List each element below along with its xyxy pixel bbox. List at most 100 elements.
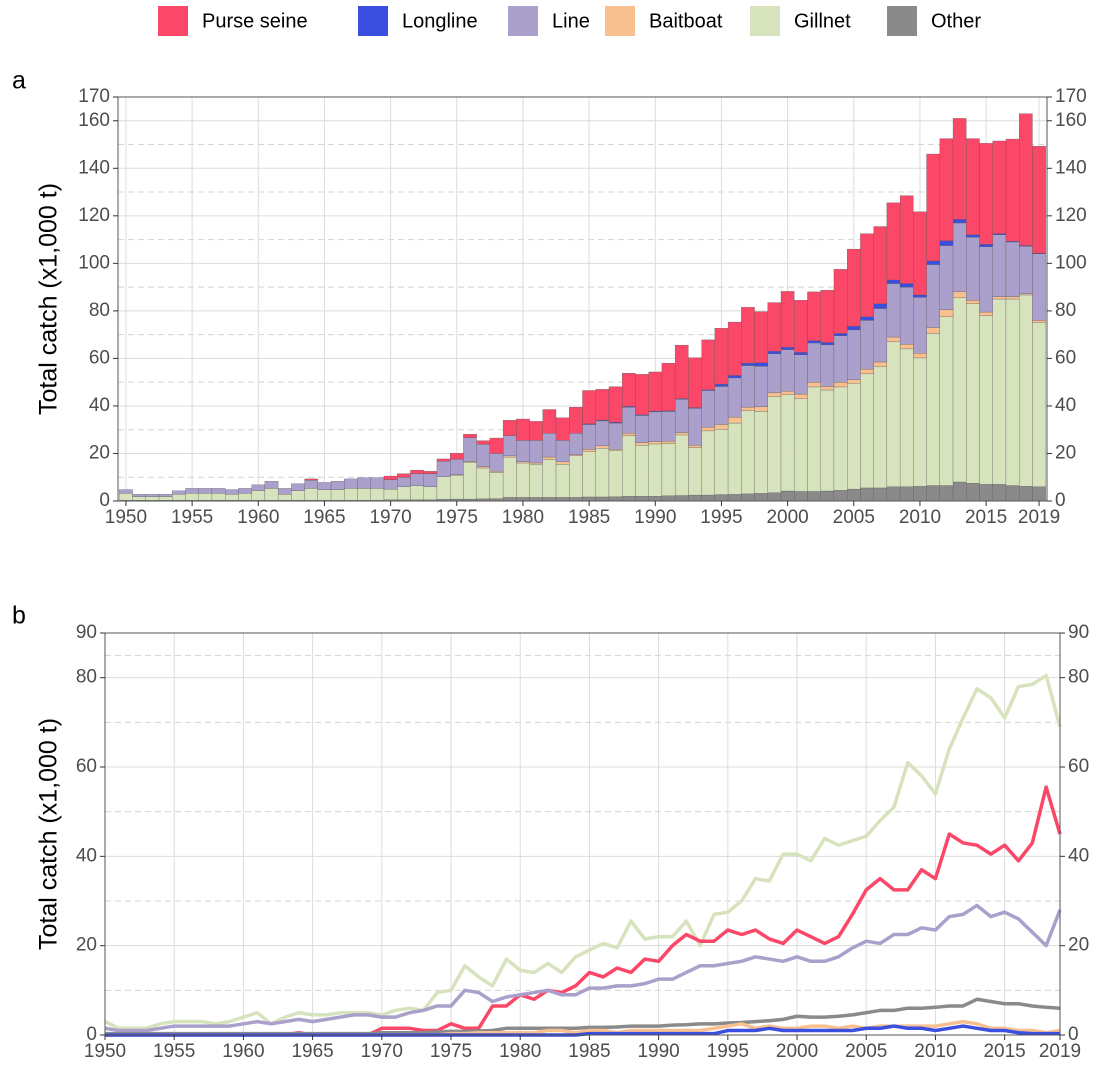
bar-segment — [529, 462, 543, 465]
bar-segment — [767, 353, 782, 394]
bar-segment — [926, 260, 940, 265]
bar-segment — [926, 333, 940, 486]
bar-segment — [820, 389, 835, 492]
bar-segment — [741, 307, 755, 364]
x-tick-label: 1985 — [568, 507, 610, 528]
bar-segment — [582, 496, 596, 502]
bar-segment — [635, 496, 649, 502]
bar-segment — [344, 488, 358, 501]
bar-segment — [780, 349, 795, 392]
bar-segment — [727, 416, 742, 424]
y-tick-label: 90 — [76, 622, 97, 643]
bar-segment — [992, 298, 1007, 485]
bar-segment — [899, 486, 914, 502]
bar-segment — [780, 347, 795, 350]
bar-segment — [608, 496, 623, 502]
y2-tick-label: 0 — [1055, 490, 1066, 511]
bar-segment — [542, 459, 557, 498]
bar-segment — [992, 296, 1007, 300]
bar-segment — [529, 421, 543, 441]
bar-segment — [489, 472, 504, 499]
bar-segment — [873, 361, 888, 367]
bar-segment — [952, 219, 967, 224]
bar-segment — [1019, 293, 1033, 296]
bar-segment — [582, 424, 596, 450]
bar-segment — [158, 494, 173, 497]
bar-segment — [582, 451, 596, 498]
bar-segment — [820, 342, 835, 346]
bar-segment — [1005, 138, 1020, 242]
bar-segment — [648, 371, 663, 412]
bar-segment — [661, 495, 676, 502]
bar-segment — [344, 478, 358, 489]
bar-segment — [873, 303, 888, 309]
bar-segment — [264, 481, 279, 489]
bar-segment — [595, 389, 610, 421]
x-tick-label: 1960 — [237, 507, 279, 528]
bar-segment — [820, 290, 835, 343]
bar-segment — [158, 496, 173, 501]
bar-segment — [820, 386, 835, 391]
panel-label: a — [12, 67, 26, 95]
bar-segment — [727, 377, 742, 418]
bar-segment — [542, 409, 557, 434]
y-tick-label: 80 — [89, 300, 110, 321]
bar-segment — [807, 340, 821, 344]
bar-segment — [225, 489, 239, 495]
bar-segment — [899, 344, 914, 350]
bar-segment — [648, 443, 663, 497]
bar-segment — [913, 211, 927, 296]
bar-segment — [211, 488, 226, 494]
bar-segment — [595, 496, 610, 502]
bar-segment — [966, 483, 980, 502]
bar-segment — [820, 490, 835, 502]
plot-frame — [117, 96, 1048, 502]
y2-tick-label: 20 — [1055, 442, 1076, 463]
bar-segment — [476, 440, 491, 445]
x-tick-label: 1970 — [369, 507, 411, 528]
bar-segment — [833, 490, 848, 502]
bar-segment — [317, 482, 332, 490]
bar-segment — [608, 422, 623, 450]
y2-tick-label: 0 — [1068, 1024, 1079, 1045]
bar-segment — [555, 497, 570, 502]
bar-segment — [595, 420, 610, 447]
x-tick-label: 1990 — [634, 507, 676, 528]
y2-tick-label: 80 — [1068, 667, 1089, 688]
bar-segment — [304, 478, 318, 481]
bar-segment — [661, 363, 676, 411]
bar-segment — [992, 233, 1007, 235]
bar-segment — [952, 222, 967, 293]
bar-segment — [1005, 485, 1020, 502]
bar-segment — [701, 339, 715, 390]
bar-segment — [251, 490, 266, 501]
x-tick-label: 1980 — [499, 1041, 541, 1062]
bar-segment — [926, 264, 940, 328]
legend-label: Line — [552, 10, 590, 32]
bar-segment — [952, 118, 967, 220]
bar-segment — [952, 297, 967, 483]
series-line — [104, 903, 1062, 1033]
bar-segment — [727, 422, 742, 495]
bar-segment — [952, 481, 967, 502]
bar-segment — [661, 443, 676, 496]
x-tick-label: 1965 — [303, 507, 345, 528]
bar-segment — [463, 437, 477, 462]
bar-segment — [674, 434, 689, 496]
bar-segment — [423, 471, 438, 474]
bar-segment — [1005, 296, 1020, 300]
x-tick-label: 2000 — [776, 1041, 818, 1062]
bar-segment — [595, 448, 610, 498]
bar-segment — [635, 415, 649, 443]
x-tick-label: 1950 — [84, 1041, 126, 1062]
bar-segment — [648, 441, 663, 445]
bar-segment — [714, 386, 729, 425]
bar-segment — [847, 248, 861, 327]
bar-segment — [913, 486, 927, 502]
bar-segment — [648, 411, 663, 442]
bar-segment — [622, 406, 636, 434]
bar-segment — [794, 491, 808, 502]
bar-segment — [979, 246, 993, 313]
bar-segment — [1005, 298, 1020, 486]
bar-segment — [688, 445, 702, 448]
